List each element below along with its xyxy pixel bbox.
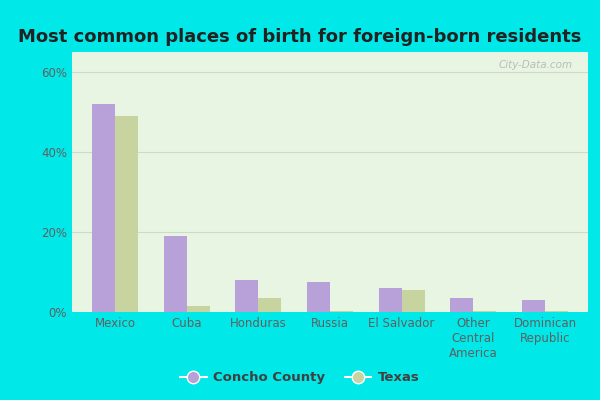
Bar	[164, 236, 187, 312]
Bar	[115, 116, 138, 312]
Text: City-Data.com: City-Data.com	[499, 60, 572, 70]
Text: Most common places of birth for foreign-born residents: Most common places of birth for foreign-…	[19, 28, 581, 46]
Bar	[187, 306, 209, 312]
Bar	[379, 288, 401, 312]
Bar	[522, 300, 545, 312]
Bar	[451, 298, 473, 312]
Bar	[473, 311, 496, 312]
Legend: Concho County, Texas: Concho County, Texas	[175, 366, 425, 390]
Bar	[259, 298, 281, 312]
Bar	[545, 311, 568, 312]
Bar	[307, 282, 330, 312]
Bar	[401, 290, 425, 312]
Bar	[330, 311, 353, 312]
Bar	[92, 104, 115, 312]
Bar	[235, 280, 259, 312]
